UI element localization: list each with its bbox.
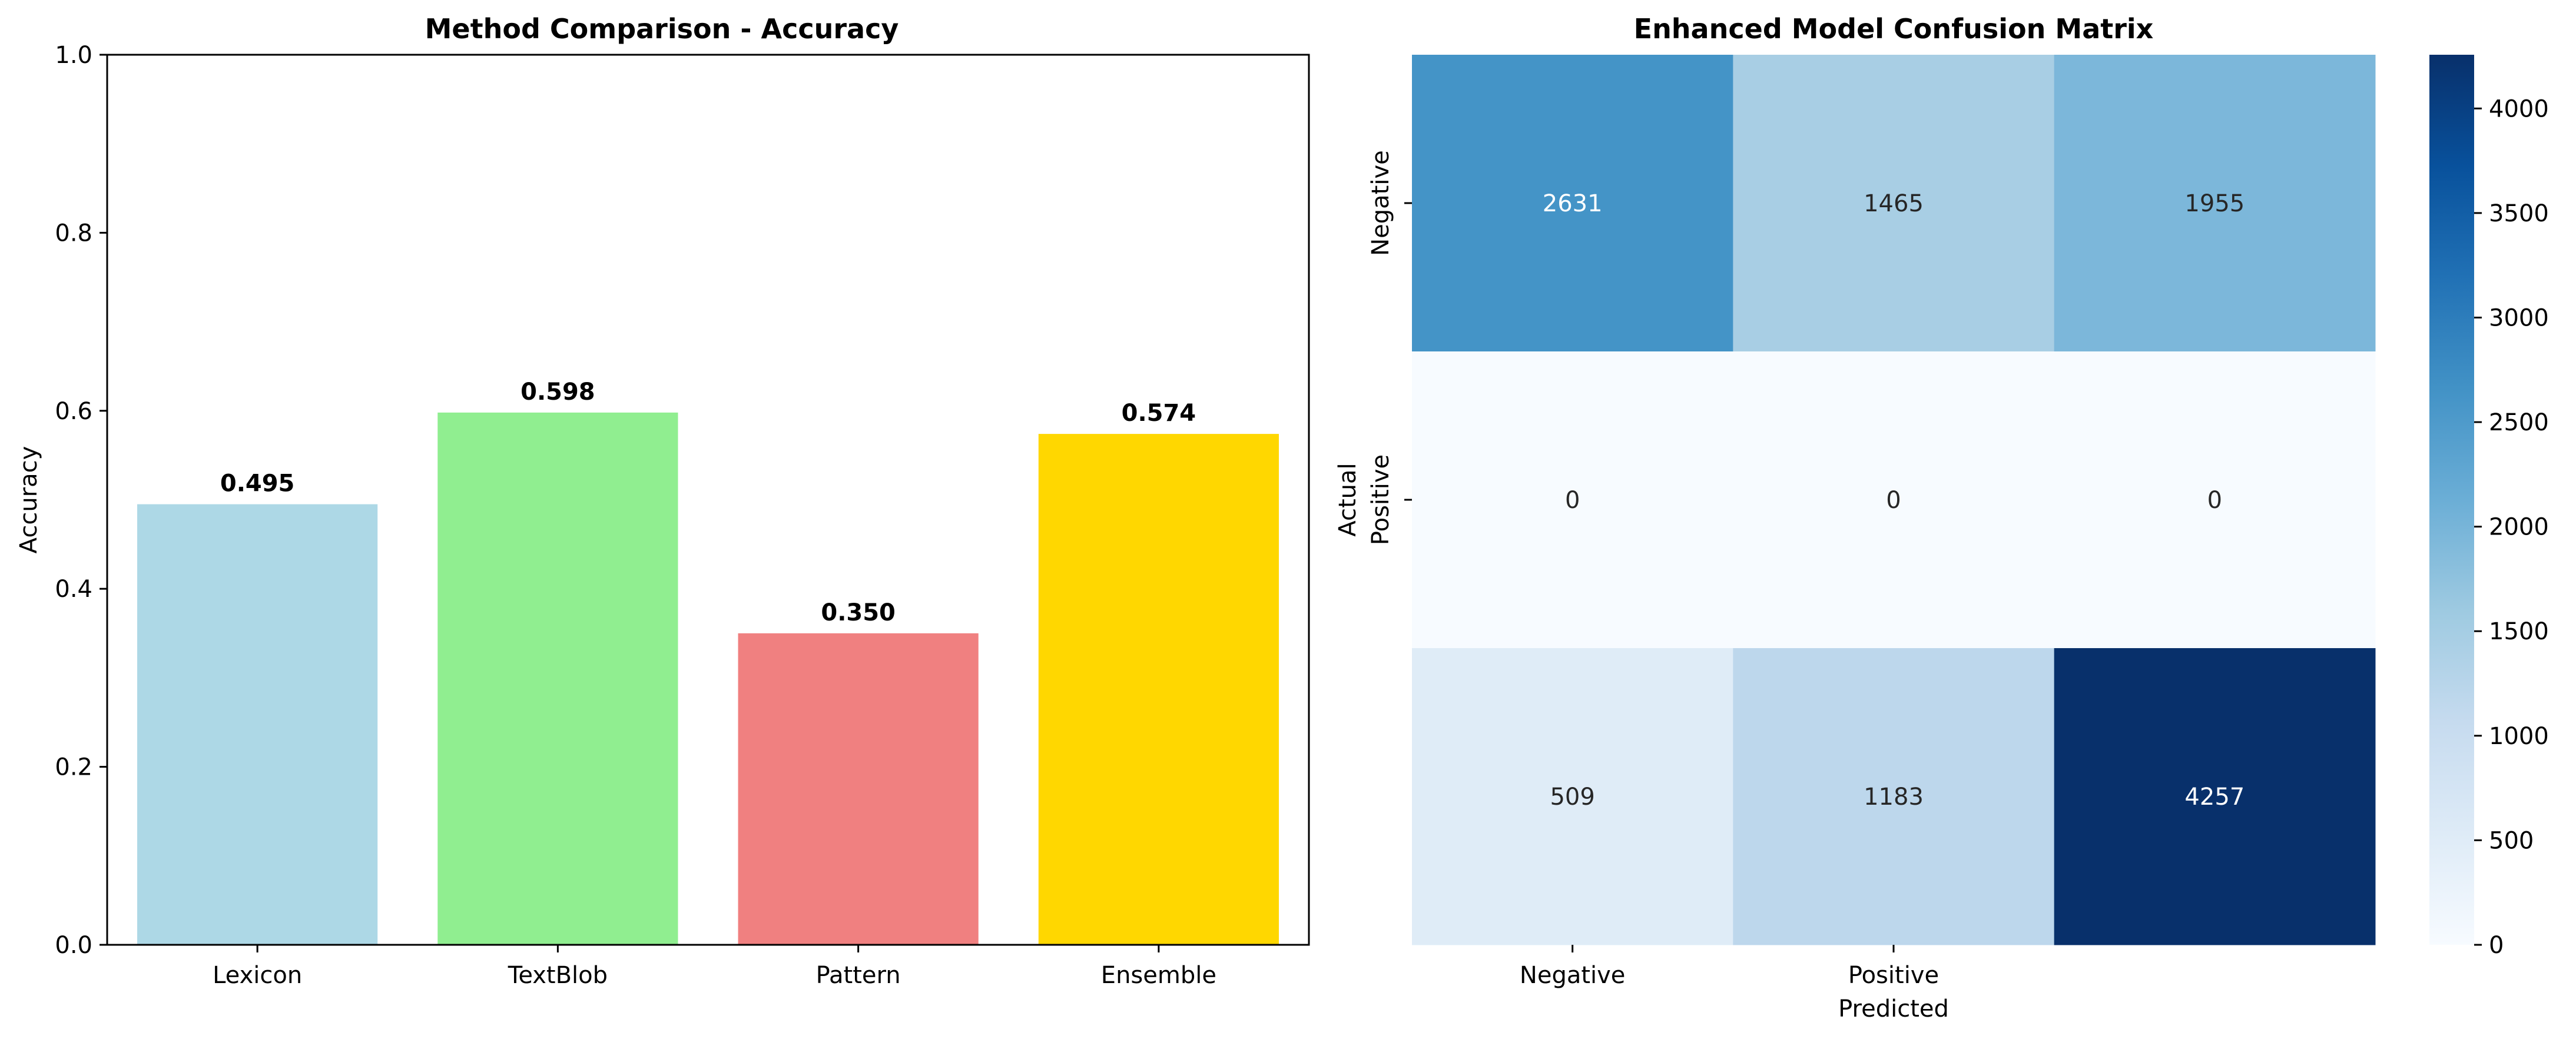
bar-chart: Method Comparison - Accuracy 0.00.20.40.… [15, 13, 1310, 989]
colorbar-tick-label: 1000 [2489, 723, 2549, 750]
heatmap-cell-value: 0 [2207, 487, 2222, 514]
heatmap-cell [1412, 351, 1733, 649]
heatmap-cell-value: 1183 [1864, 784, 1924, 811]
y-tick-label: 1.0 [55, 42, 92, 69]
y-tick-label: 0.6 [55, 398, 92, 425]
heatmap-cell-value: 0 [1886, 487, 1901, 514]
bar-lexicon [137, 504, 378, 945]
colorbar-tick-label: 2500 [2489, 409, 2549, 436]
heatmap-y-axis-label: Actual [1334, 463, 1361, 536]
heatmap-cell [1733, 351, 2055, 649]
colorbar-tick-label: 3000 [2489, 304, 2549, 331]
bar-textblob [437, 412, 678, 945]
heatmap-cell [1733, 55, 2055, 352]
heatmap-cell [1412, 648, 1733, 945]
colorbar: 0 500 1000 1500 2000 2500 3000 3500 4000 [2429, 55, 2549, 959]
heatmap-x-tick-label: Negative [1520, 962, 1626, 989]
heatmap-cells [1412, 55, 2376, 945]
bar-ensemble [1038, 434, 1279, 945]
heatmap-x-ticks: Negative Positive [1520, 945, 1939, 989]
heatmap-y-tick-label: Positive [1367, 454, 1394, 545]
heatmap-cell-value: 4257 [2184, 784, 2245, 811]
bar-x-ticks: Lexicon TextBlob Pattern Ensemble [213, 945, 1216, 989]
bar-marks [137, 412, 1279, 945]
heatmap-cell [1733, 648, 2055, 945]
confusion-matrix: Enhanced Model Confusion Matrix 2631 1465… [1334, 13, 2376, 1023]
heatmap-y-ticks: Negative Positive [1367, 150, 1412, 545]
bar-y-axis-label: Accuracy [15, 446, 42, 554]
y-tick-label: 0.4 [55, 576, 92, 603]
x-tick-label: TextBlob [508, 962, 608, 989]
bar-pattern [738, 633, 979, 945]
heatmap-cell [2054, 55, 2376, 352]
bar-value-label: 0.495 [220, 470, 295, 497]
bar-chart-title: Method Comparison - Accuracy [425, 13, 899, 45]
colorbar-tick-label: 2000 [2489, 514, 2549, 541]
heatmap-cell [1412, 55, 1733, 352]
y-tick-label: 0.0 [55, 932, 92, 959]
y-tick-label: 0.8 [55, 220, 92, 247]
heatmap-cell [2054, 351, 2376, 649]
heatmap-cell-value: 509 [1550, 784, 1594, 811]
colorbar-gradient [2429, 55, 2474, 945]
heatmap-cell-value: 0 [1565, 487, 1580, 514]
colorbar-tick-label: 3500 [2489, 200, 2549, 227]
heatmap-cell-values: 2631 1465 1955 0 0 0 509 1183 4257 [1543, 190, 2245, 811]
heatmap-cell [2054, 648, 2376, 945]
bar-y-ticks: 0.0 0.2 0.4 0.6 0.8 1.0 [55, 42, 107, 959]
bar-value-label: 0.598 [520, 379, 595, 406]
colorbar-tick-label: 0 [2489, 932, 2504, 959]
colorbar-ticks: 0 500 1000 1500 2000 2500 3000 3500 4000 [2474, 95, 2549, 959]
heatmap-x-tick-label: Positive [1848, 962, 1939, 989]
heatmap-cell-value: 2631 [1543, 190, 1603, 217]
bar-value-label: 0.574 [1122, 400, 1196, 427]
bar-plot-frame [106, 54, 1310, 946]
colorbar-tick-label: 500 [2489, 827, 2534, 854]
bar-value-label: 0.350 [821, 599, 896, 626]
heatmap-cell-value: 1955 [2184, 190, 2245, 217]
bar-value-labels: 0.495 0.598 0.350 0.574 [220, 379, 1196, 626]
heatmap-cell-value: 1465 [1864, 190, 1924, 217]
x-tick-label: Ensemble [1101, 962, 1216, 989]
y-tick-label: 0.2 [55, 754, 92, 781]
x-tick-label: Lexicon [213, 962, 302, 989]
heatmap-y-tick-label: Negative [1367, 150, 1394, 256]
heatmap-x-axis-label: Predicted [1838, 995, 1949, 1023]
colorbar-tick-label: 1500 [2489, 618, 2549, 645]
heatmap-title: Enhanced Model Confusion Matrix [1634, 13, 2154, 45]
colorbar-tick-label: 4000 [2489, 95, 2549, 122]
x-tick-label: Pattern [816, 962, 901, 989]
